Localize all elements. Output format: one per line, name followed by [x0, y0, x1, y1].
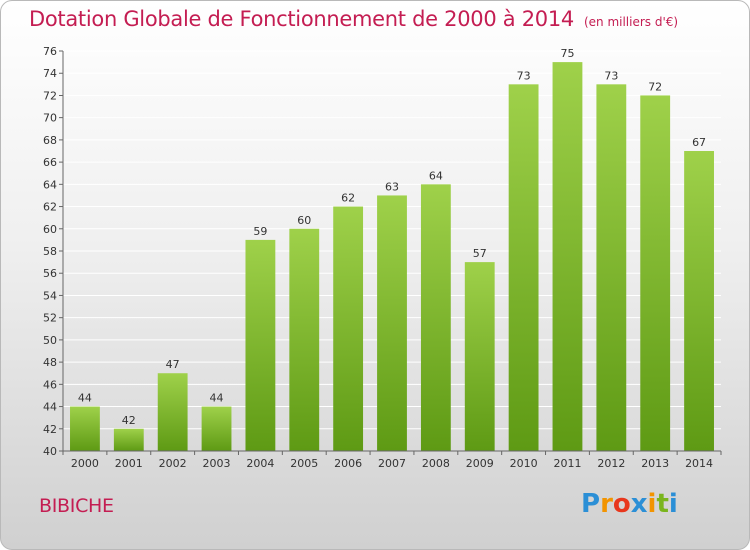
data-label-2012: 73	[604, 69, 618, 82]
x-tick-label-2014: 2014	[685, 457, 713, 470]
y-tick-label: 76	[43, 45, 57, 58]
data-label-2014: 67	[692, 136, 706, 149]
y-tick-label: 42	[43, 423, 57, 436]
logo-letter: P	[581, 489, 601, 519]
y-tick-label: 60	[43, 223, 57, 236]
data-label-2013: 72	[648, 80, 662, 93]
y-tick-label: 62	[43, 201, 57, 214]
y-tick-label: 74	[43, 67, 57, 80]
chart-title: Dotation Globale de Fonctionnement de 20…	[29, 7, 678, 31]
bar-2014	[684, 151, 714, 451]
x-tick-label-2012: 2012	[597, 457, 625, 470]
bar-2004	[245, 239, 276, 451]
x-tick-label-2010: 2010	[510, 457, 538, 470]
y-tick-label: 58	[43, 245, 57, 258]
commune-name: BIBICHE	[39, 495, 114, 517]
bar-2013	[640, 95, 671, 451]
bar-2011	[552, 62, 583, 451]
bar-layer	[70, 62, 714, 452]
logo-letter: o	[612, 489, 631, 519]
y-tick-label: 40	[43, 445, 57, 458]
y-tick-label: 48	[43, 356, 57, 369]
data-label-2006: 62	[341, 192, 355, 205]
data-label-2008: 64	[429, 169, 443, 182]
x-tick-label-2003: 2003	[203, 457, 231, 470]
logo-letter: i	[647, 489, 657, 519]
bar-2000	[70, 406, 100, 451]
bar-2010	[508, 84, 539, 451]
x-tick-label-2007: 2007	[378, 457, 406, 470]
data-label-2004: 59	[253, 225, 267, 238]
chart-subtitle: (en milliers d'€)	[583, 15, 679, 29]
data-label-2011: 75	[560, 47, 574, 60]
x-tick-label-2002: 2002	[159, 457, 187, 470]
y-tick-label: 64	[43, 178, 57, 191]
logo-letter: r	[600, 489, 613, 519]
y-tick-label: 56	[43, 267, 57, 280]
bar-2005	[289, 228, 320, 451]
data-label-2003: 44	[210, 392, 224, 405]
bar-2003	[201, 406, 232, 451]
y-tick-label: 68	[43, 134, 57, 147]
bar-2001	[113, 428, 144, 451]
x-tick-label-2008: 2008	[422, 457, 450, 470]
data-label-2010: 73	[517, 69, 531, 82]
data-label-2002: 47	[166, 358, 180, 371]
bar-2009	[464, 262, 495, 451]
logo-letter: x	[630, 489, 648, 519]
bar-2012	[596, 84, 627, 451]
y-tick-label: 50	[43, 334, 57, 347]
y-tick-label: 66	[43, 156, 57, 169]
label-layer: 44 42 47 44 59 60 62 63 64 57 73 75 73 72 67	[78, 47, 706, 427]
y-tick-label: 72	[43, 89, 57, 102]
x-tick-label-2001: 2001	[115, 457, 143, 470]
chart-title-text: Dotation Globale de Fonctionnement de 20…	[29, 7, 574, 31]
bar-2007	[377, 195, 407, 451]
y-tick-label: 46	[43, 378, 57, 391]
data-label-2001: 42	[122, 414, 136, 427]
bar-2002	[157, 373, 188, 451]
logo-letter: t	[656, 489, 669, 519]
y-tick-label: 44	[43, 401, 57, 414]
x-tick-label-2009: 2009	[466, 457, 494, 470]
x-tick-label-2013: 2013	[641, 457, 669, 470]
axis-layer: 40 42 44 46 48 50 52 54 56 58 60 62 64 66 68 70 72 74 76 20…	[43, 45, 722, 470]
logo-letter: i	[668, 489, 678, 519]
y-tick-label: 70	[43, 112, 57, 125]
bar-2008	[420, 184, 451, 452]
bar-2006	[333, 206, 364, 451]
x-tick-label-2011: 2011	[553, 457, 581, 470]
x-tick-label-2000: 2000	[71, 457, 99, 470]
data-label-2005: 60	[297, 214, 311, 227]
y-tick-label: 52	[43, 312, 57, 325]
x-tick-label-2006: 2006	[334, 457, 362, 470]
x-tick-label-2004: 2004	[246, 457, 274, 470]
y-tick-label: 54	[43, 289, 57, 302]
data-label-2007: 63	[385, 180, 399, 193]
proxiti-logo: Proxiti	[581, 489, 678, 519]
x-tick-label-2005: 2005	[290, 457, 318, 470]
data-label-2000: 44	[78, 392, 92, 405]
data-label-2009: 57	[473, 247, 487, 260]
